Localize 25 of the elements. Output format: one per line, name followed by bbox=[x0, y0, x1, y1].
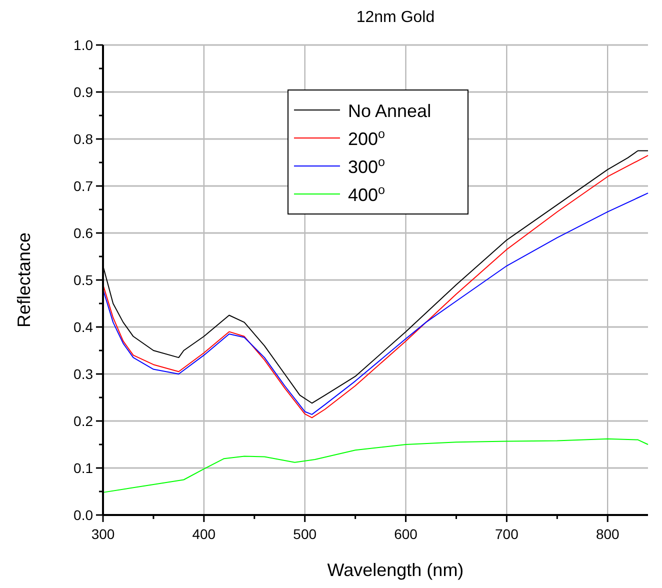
x-tick-label: 400 bbox=[192, 526, 216, 542]
y-tick-label: 1.0 bbox=[74, 37, 94, 53]
legend-label: 400$^{o}$ bbox=[348, 183, 386, 205]
line-series bbox=[102, 438, 648, 493]
x-tick-label: 500 bbox=[293, 526, 317, 542]
y-axis-title: Reflectance bbox=[14, 232, 34, 328]
chart-title: 12nm Gold bbox=[356, 9, 435, 26]
y-tick-label: 0.3 bbox=[74, 366, 94, 382]
x-tick-label: 300 bbox=[91, 526, 115, 542]
y-tick-label: 0.8 bbox=[74, 131, 94, 147]
x-axis-title: Wavelength (nm) bbox=[327, 560, 464, 580]
y-tick-label: 0.4 bbox=[74, 319, 94, 335]
y-tick-label: 0.7 bbox=[74, 178, 94, 194]
y-tick-label: 0.5 bbox=[74, 272, 94, 288]
y-tick-label: 0.0 bbox=[74, 507, 94, 523]
legend-label: No Anneal bbox=[348, 101, 432, 121]
y-tick-label: 0.2 bbox=[74, 413, 94, 429]
legend-label: 200$^{o}$ bbox=[348, 127, 386, 149]
legend-label: 300$^{o}$ bbox=[348, 155, 386, 177]
y-tick-label: 0.1 bbox=[74, 460, 94, 476]
y-tick-label: 0.6 bbox=[74, 225, 94, 241]
x-tick-label: 700 bbox=[495, 526, 519, 542]
y-tick-label: 0.9 bbox=[74, 84, 94, 100]
x-tick-label: 800 bbox=[596, 526, 620, 542]
x-tick-label: 600 bbox=[394, 526, 418, 542]
